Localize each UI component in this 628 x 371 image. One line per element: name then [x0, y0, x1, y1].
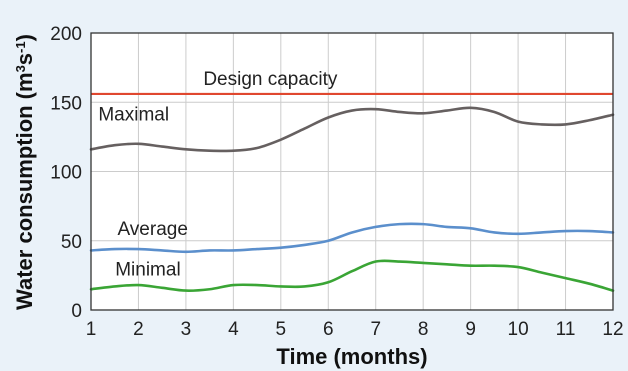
y-axis-title-main: Water consumption (m [12, 72, 37, 310]
y-axis-title-mid: s [12, 53, 37, 65]
x-tick-label: 2 [133, 319, 144, 340]
y-tick-label: 150 [50, 93, 82, 114]
grid [91, 33, 613, 310]
y-tick-label: 100 [50, 163, 82, 184]
series-label-maximal: Maximal [98, 104, 169, 125]
plot-frame [90, 32, 614, 311]
x-tick-label: 3 [181, 319, 192, 340]
x-tick-label: 11 [556, 319, 576, 340]
annotation-layer: Design capacity [91, 69, 613, 96]
y-tick-label: 50 [61, 232, 82, 253]
y-axis-title: Water consumption (m3s-1) [12, 34, 37, 310]
x-tick-label: 9 [465, 319, 476, 340]
x-axis-title: Time (months) [276, 344, 427, 369]
x-tick-label: 1 [86, 319, 97, 340]
y-tick-label: 200 [50, 24, 82, 45]
x-tick-label: 8 [418, 319, 429, 340]
x-tick-label: 12 [602, 319, 623, 340]
series-layer [89, 106, 615, 292]
x-tick-label: 6 [323, 319, 334, 340]
series-labels: Maximal Average Minimal [98, 104, 188, 280]
y-tick-label: 0 [71, 301, 82, 322]
y-axis-title-end: ) [12, 34, 37, 41]
y-axis-title-sup2: -1 [13, 41, 28, 53]
x-tick-label: 7 [370, 319, 381, 340]
x-tick-label: 4 [228, 319, 239, 340]
series-label-minimal: Minimal [115, 259, 180, 280]
series-line-minimal [89, 259, 615, 292]
x-tick-label: 5 [276, 319, 287, 340]
series-line-average [89, 222, 615, 254]
x-tick-label: 10 [508, 319, 529, 340]
series-line-maximal [89, 106, 615, 153]
y-axis-title-sup1: 3 [13, 65, 28, 72]
series-label-average: Average [117, 219, 187, 240]
design-capacity-label: Design capacity [203, 69, 338, 90]
